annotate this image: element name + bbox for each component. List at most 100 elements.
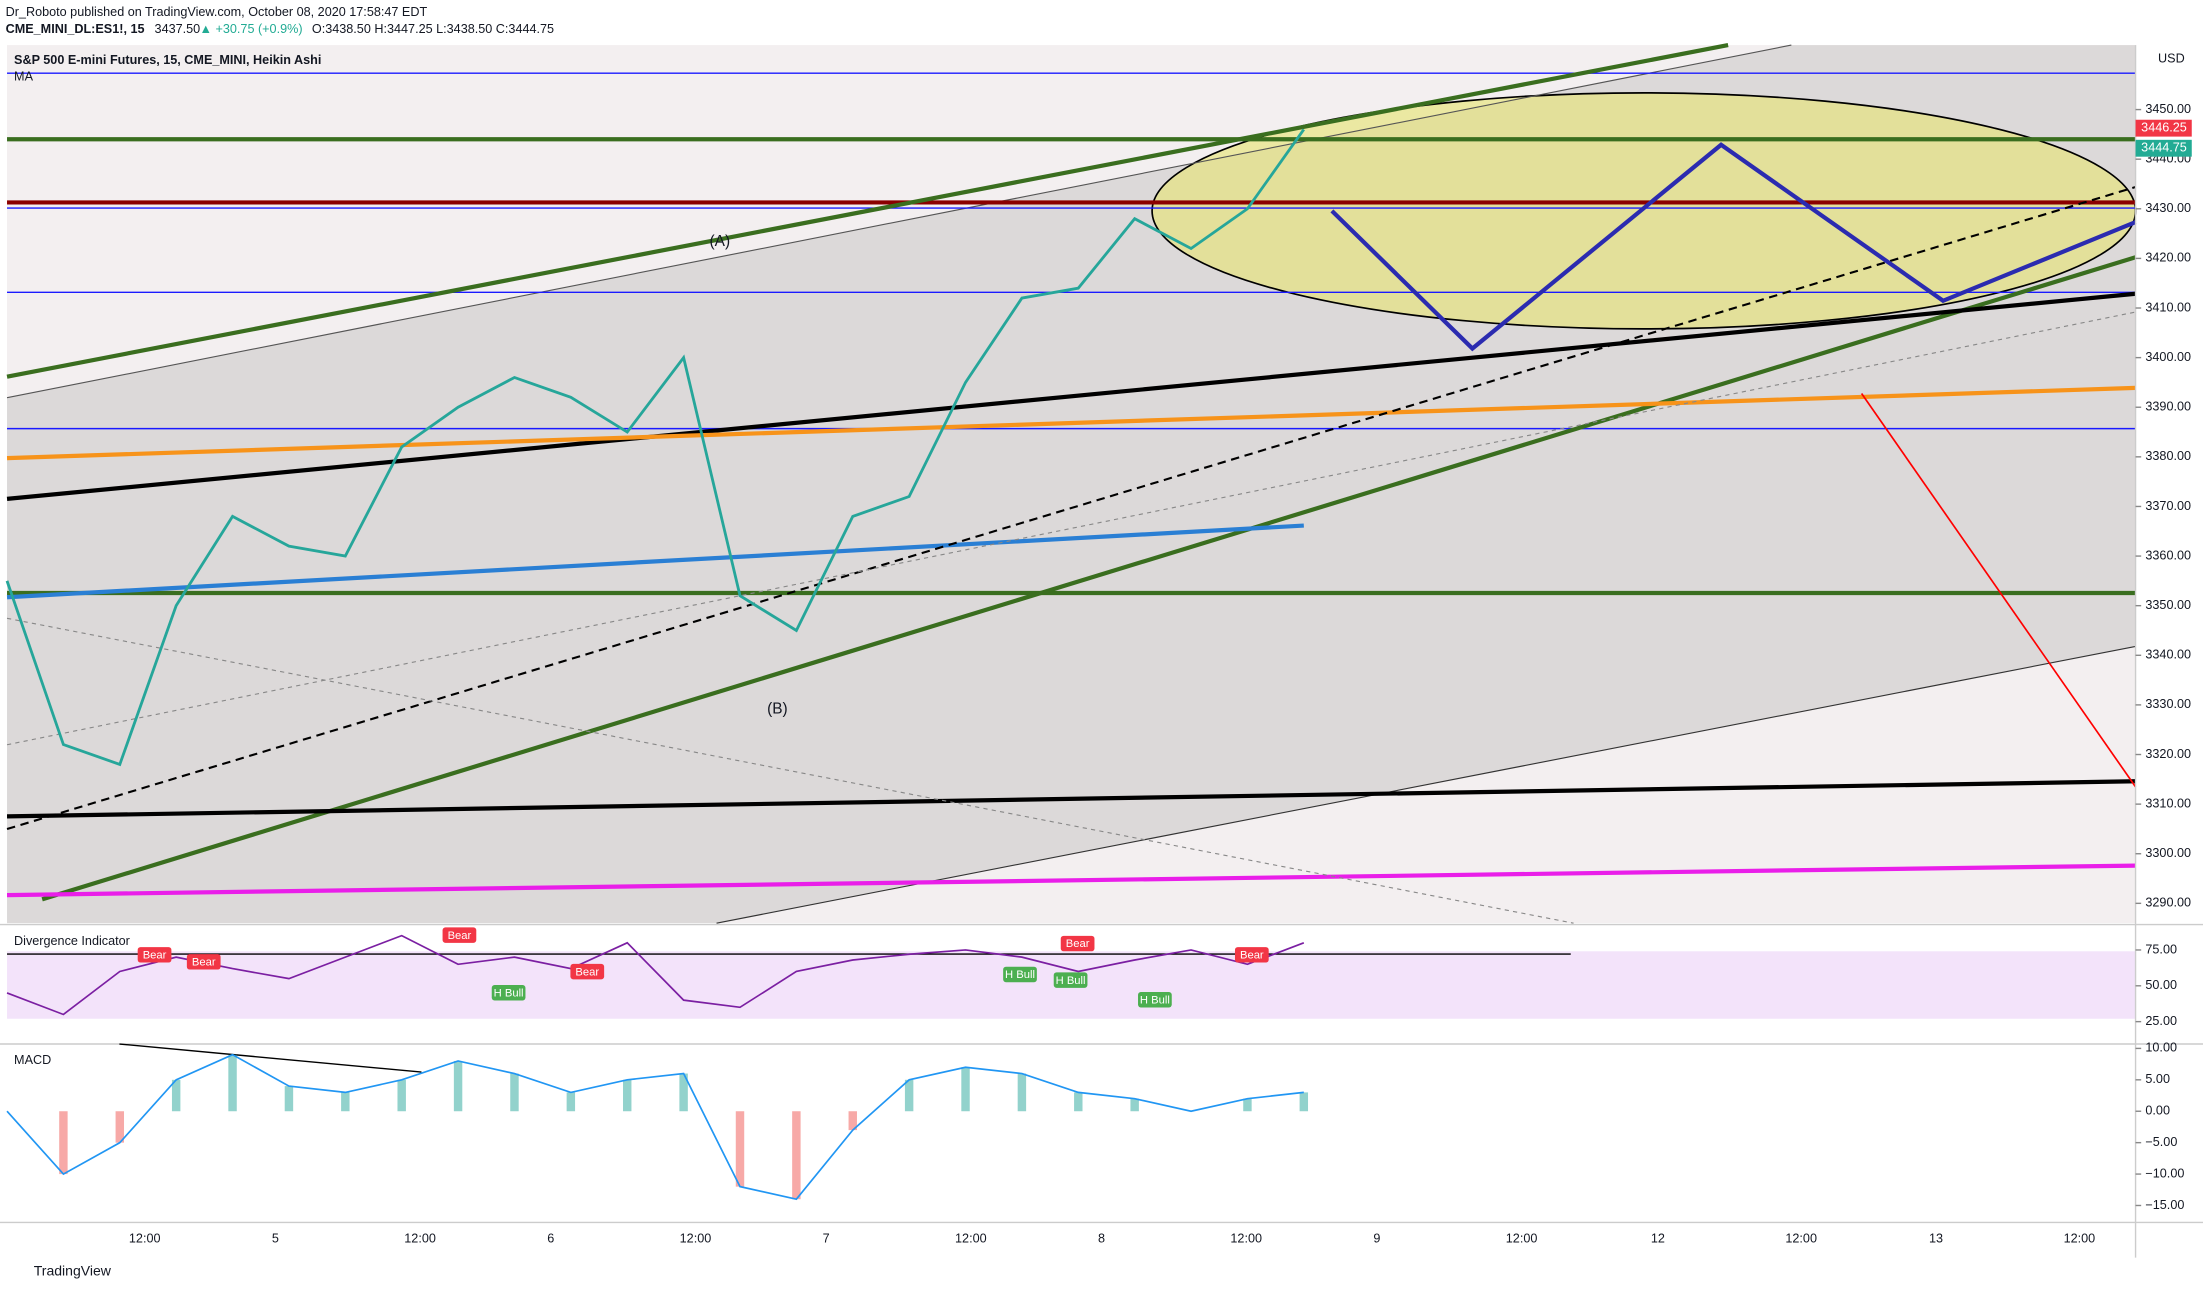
x-tick-label: 12:00 [1230, 1232, 1262, 1246]
x-tick-label: 9 [1373, 1232, 1380, 1246]
signal-label: Bear [192, 956, 216, 968]
pane-title: Divergence Indicator [14, 934, 130, 948]
last: 3437.50 [155, 22, 201, 36]
signal-badge [1060, 935, 1095, 952]
y-tick-label: 50.00 [2145, 978, 2177, 992]
price-tag-label: 3446.25 [2141, 121, 2187, 135]
x-tick-label: 12:00 [129, 1232, 161, 1246]
y-tick-label: 3380.00 [2145, 449, 2191, 463]
y-tick-label: 3370.00 [2145, 499, 2191, 513]
pane-title: S&P 500 E-mini Futures, 15, CME_MINI, He… [14, 53, 321, 67]
y-tick-label: 25.00 [2145, 1014, 2177, 1028]
x-tick-label: 12:00 [955, 1232, 987, 1246]
drawing [119, 1043, 422, 1073]
y-tick-label: 75.00 [2145, 942, 2177, 956]
histogram-bar [1017, 1073, 1027, 1112]
series-line [6, 934, 1305, 1016]
signal-badge [1138, 992, 1172, 1008]
y-tick-label: 3450.00 [2145, 102, 2191, 116]
price-tag-label: 3444.75 [2141, 141, 2187, 155]
x-tick-label: 12:00 [2064, 1232, 2096, 1246]
pane-title: MACD [14, 1053, 51, 1067]
histogram-bar [59, 1111, 68, 1175]
y-tick-label: 3330.00 [2145, 697, 2191, 711]
signal-badge [1003, 966, 1037, 983]
x-tick-label: 12:00 [1506, 1232, 1538, 1246]
y-tick-label: 3350.00 [2145, 598, 2191, 612]
signal-badge [1234, 947, 1269, 963]
signal-label: H Bull [1140, 994, 1170, 1006]
signal-label: Bear [1066, 938, 1090, 950]
y-tick-label: 5.00 [2145, 1072, 2170, 1086]
histogram-bar [510, 1073, 519, 1112]
signal-label: H Bull [1005, 969, 1035, 981]
signal-badge [491, 985, 526, 1001]
y-tick-label: 0.00 [2145, 1104, 2170, 1118]
signal-badge [186, 954, 221, 970]
publisher: Dr_Roboto published on TradingView.com, … [6, 5, 428, 19]
currency: USD [2158, 51, 2185, 65]
series-line [5, 128, 1305, 767]
y-tick-label: 10.00 [2145, 1041, 2177, 1055]
x-tick-label: 12:00 [680, 1232, 712, 1246]
x-tick-label: 12 [1651, 1232, 1665, 1246]
x-tick-label: 8 [1098, 1232, 1105, 1246]
price-tag [2135, 139, 2192, 157]
signal-label: Bear [575, 966, 599, 978]
y-tick-label: 3420.00 [2145, 251, 2191, 265]
x-tick-label: 6 [547, 1232, 554, 1246]
histogram-bar [848, 1111, 857, 1131]
y-tick-label: −10.00 [2145, 1166, 2184, 1180]
histogram-bar [171, 1079, 181, 1112]
y-tick-label: 3360.00 [2145, 548, 2191, 562]
histogram-bar [453, 1060, 463, 1112]
y-tick-label: −5.00 [2145, 1135, 2177, 1149]
histogram-bar [961, 1067, 970, 1112]
histogram-bar [1130, 1098, 1139, 1112]
y-tick-label: −15.00 [2145, 1198, 2184, 1212]
histogram-bar [397, 1079, 406, 1112]
ohlc: O:3438.50 H:3447.25 L:3438.50 C:3444.75 [312, 22, 554, 36]
x-tick-label: 12:00 [404, 1232, 436, 1246]
histogram-bar [1074, 1092, 1083, 1112]
drawings [6, 43, 2137, 924]
histogram-bar [1299, 1092, 1309, 1112]
signal-label: Bear [1240, 949, 1264, 961]
signal-badge [137, 947, 172, 963]
y-tick-label: 3400.00 [2145, 350, 2191, 364]
x-tick-label: 7 [823, 1232, 830, 1246]
histogram-bar [1243, 1098, 1252, 1112]
y-tick-label: 3410.00 [2145, 300, 2191, 314]
annotation: (A) [710, 233, 731, 250]
signal-badge [570, 963, 605, 980]
histogram-bar [792, 1111, 801, 1200]
change: ▲ +30.75 (+0.9%) [200, 22, 303, 36]
x-tick-label: 5 [272, 1232, 279, 1246]
signal-badge [442, 927, 477, 943]
histogram-bar [735, 1111, 745, 1187]
series-line [6, 1053, 1304, 1201]
histogram-bar [341, 1092, 350, 1112]
signal-badge [1053, 972, 1088, 988]
histogram-bar [115, 1111, 125, 1143]
histogram-bar [284, 1086, 294, 1112]
price-tag [2135, 119, 2192, 137]
y-tick-label: 3430.00 [2145, 201, 2191, 215]
y-tick-label: 3300.00 [2145, 846, 2191, 860]
signal-label: H Bull [494, 987, 524, 999]
signal-label: Bear [143, 949, 167, 961]
histogram-bar [904, 1079, 914, 1112]
histogram-bar [679, 1073, 688, 1112]
histogram-bar [566, 1092, 576, 1112]
y-tick-label: 3340.00 [2145, 648, 2191, 662]
brand: TradingView [34, 1262, 112, 1278]
signal-label: H Bull [1056, 975, 1086, 987]
x-tick-label: 13 [1929, 1232, 1943, 1246]
x-tick-label: 12:00 [1785, 1232, 1817, 1246]
annotation: (B) [767, 701, 788, 718]
y-tick-label: 3310.00 [2145, 796, 2191, 810]
indicator: MA [14, 70, 34, 84]
y-tick-label: 3390.00 [2145, 400, 2191, 414]
